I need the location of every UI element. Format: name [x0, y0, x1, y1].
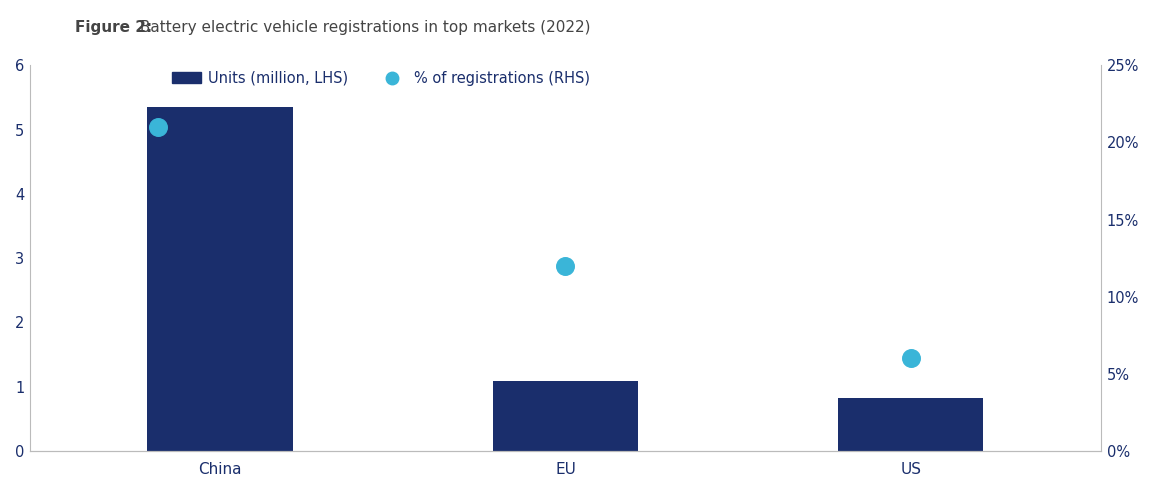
Point	[901, 354, 920, 362]
Legend: Units (million, LHS), % of registrations (RHS): Units (million, LHS), % of registrations…	[166, 65, 595, 92]
Bar	[148, 107, 292, 451]
Text: Figure 2:: Figure 2:	[75, 20, 152, 34]
Bar	[838, 398, 983, 451]
Text: Battery electric vehicle registrations in top markets (2022): Battery electric vehicle registrations i…	[135, 20, 591, 34]
Point	[556, 262, 575, 270]
Bar	[493, 381, 638, 451]
Point	[149, 123, 167, 131]
